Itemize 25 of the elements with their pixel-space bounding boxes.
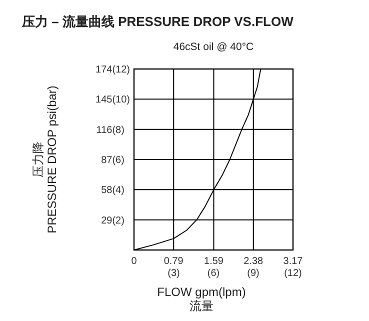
- y2-tick-label: (4): [112, 185, 124, 196]
- y2-tick-label: (8): [112, 124, 124, 136]
- y2-tick-label: (12): [112, 64, 130, 76]
- y-tick-label: 145: [96, 94, 113, 106]
- x-axis-title: FLOW gpm(lpm) 流量: [157, 285, 246, 313]
- x2-tick-label: (6): [207, 268, 220, 279]
- x-tick-label: 0: [131, 256, 138, 267]
- y-tick-label: 174: [96, 64, 113, 76]
- y2-tick-label: (6): [112, 155, 124, 166]
- y-axis-title: 压力降 PRESSURE DROP psi(bar): [31, 86, 59, 234]
- y-tick-label: 87: [101, 155, 113, 166]
- y2-tick-label: (2): [112, 215, 124, 226]
- y2-tick-label: (10): [112, 94, 130, 106]
- x2-tick-label: (9): [247, 268, 260, 279]
- x2-tick-label: (3): [168, 268, 180, 279]
- y-tick-label: 29: [101, 215, 113, 226]
- x-tick-label: 0.79: [164, 256, 184, 267]
- y-tick-label: 58: [101, 185, 113, 196]
- x2-tick-label: (12): [284, 268, 302, 279]
- x-tick-label: 3.17: [283, 256, 304, 267]
- x-tick-label: 1.59: [204, 256, 224, 267]
- chart-title: 压力 – 流量曲线 PRESSURE DROP VS.FLOW: [21, 14, 294, 29]
- y-tick-label: 116: [96, 124, 113, 136]
- x-tick-label: 2.38: [244, 256, 264, 267]
- chart-subtitle: 46cSt oil @ 40°C: [173, 41, 254, 53]
